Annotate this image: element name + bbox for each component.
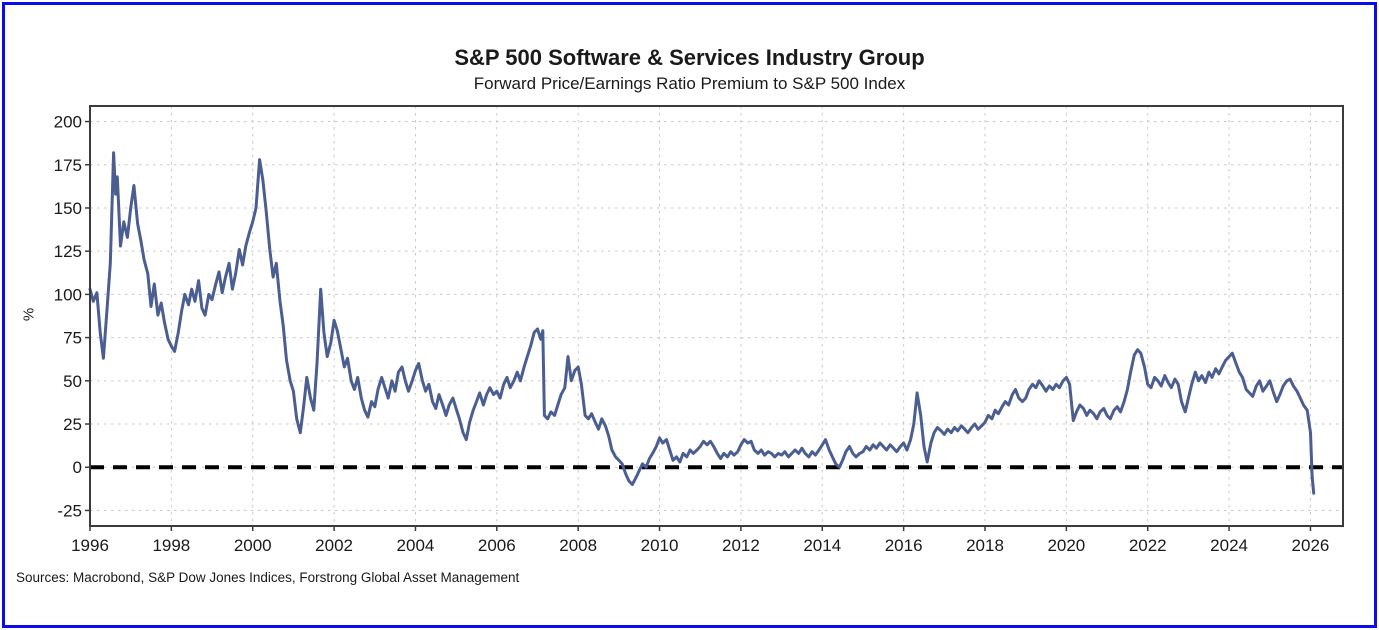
svg-text:2004: 2004	[397, 536, 435, 555]
svg-text:25: 25	[63, 415, 82, 434]
svg-text:2000: 2000	[234, 536, 272, 555]
svg-text:75: 75	[63, 329, 82, 348]
svg-text:2014: 2014	[803, 536, 841, 555]
svg-text:2024: 2024	[1210, 536, 1248, 555]
svg-text:2018: 2018	[966, 536, 1004, 555]
svg-text:2020: 2020	[1047, 536, 1085, 555]
plot-border	[89, 105, 1344, 527]
svg-text:-25: -25	[57, 501, 82, 520]
y-axis-labels: -25 0 25 50 75 100 125 150 175 200	[54, 113, 90, 520]
svg-text:100: 100	[54, 285, 82, 304]
grid	[89, 106, 1343, 526]
svg-text:125: 125	[54, 242, 82, 261]
svg-text:175: 175	[54, 156, 82, 175]
svg-text:2008: 2008	[559, 536, 597, 555]
svg-text:2002: 2002	[315, 536, 353, 555]
data-line	[88, 151, 1316, 495]
svg-text:2010: 2010	[641, 536, 679, 555]
svg-text:1998: 1998	[152, 536, 190, 555]
svg-text:2016: 2016	[885, 536, 923, 555]
svg-text:2022: 2022	[1129, 536, 1167, 555]
chart-header: S&P 500 Software & Services Industry Gro…	[0, 44, 1379, 94]
svg-text:200: 200	[54, 113, 82, 132]
svg-text:1996: 1996	[71, 536, 109, 555]
svg-text:2026: 2026	[1292, 536, 1330, 555]
chart-title: S&P 500 Software & Services Industry Gro…	[454, 45, 925, 70]
chart-subtitle: Forward Price/Earnings Ratio Premium to …	[473, 73, 906, 93]
y-axis-title: %	[20, 307, 38, 322]
x-axis-labels: 1996 1998 2000 2002 2004 2006 2008 2010 2012 2014…	[71, 526, 1329, 555]
svg-text:2006: 2006	[478, 536, 516, 555]
sources-note: Sources: Macrobond, S&P Dow Jones Indice…	[16, 570, 520, 585]
svg-text:150: 150	[54, 199, 82, 218]
svg-text:50: 50	[63, 372, 82, 391]
svg-text:2012: 2012	[722, 536, 760, 555]
svg-text:0: 0	[73, 458, 82, 477]
